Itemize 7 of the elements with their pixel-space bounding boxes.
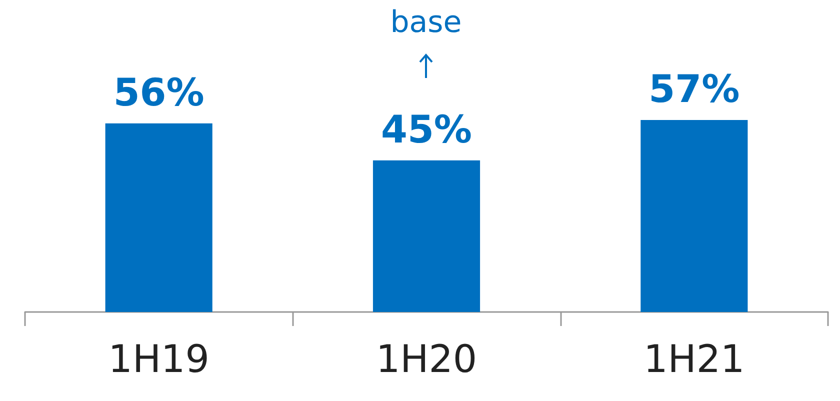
data-label: 57% xyxy=(648,67,740,111)
data-label: 45% xyxy=(381,107,472,152)
data-label: 56% xyxy=(113,70,204,114)
x-tick-label: 1H19 xyxy=(108,337,210,381)
x-tick-label: 1H21 xyxy=(644,337,745,381)
text: base xyxy=(390,5,462,40)
x-tick-label: 1H20 xyxy=(376,337,478,381)
